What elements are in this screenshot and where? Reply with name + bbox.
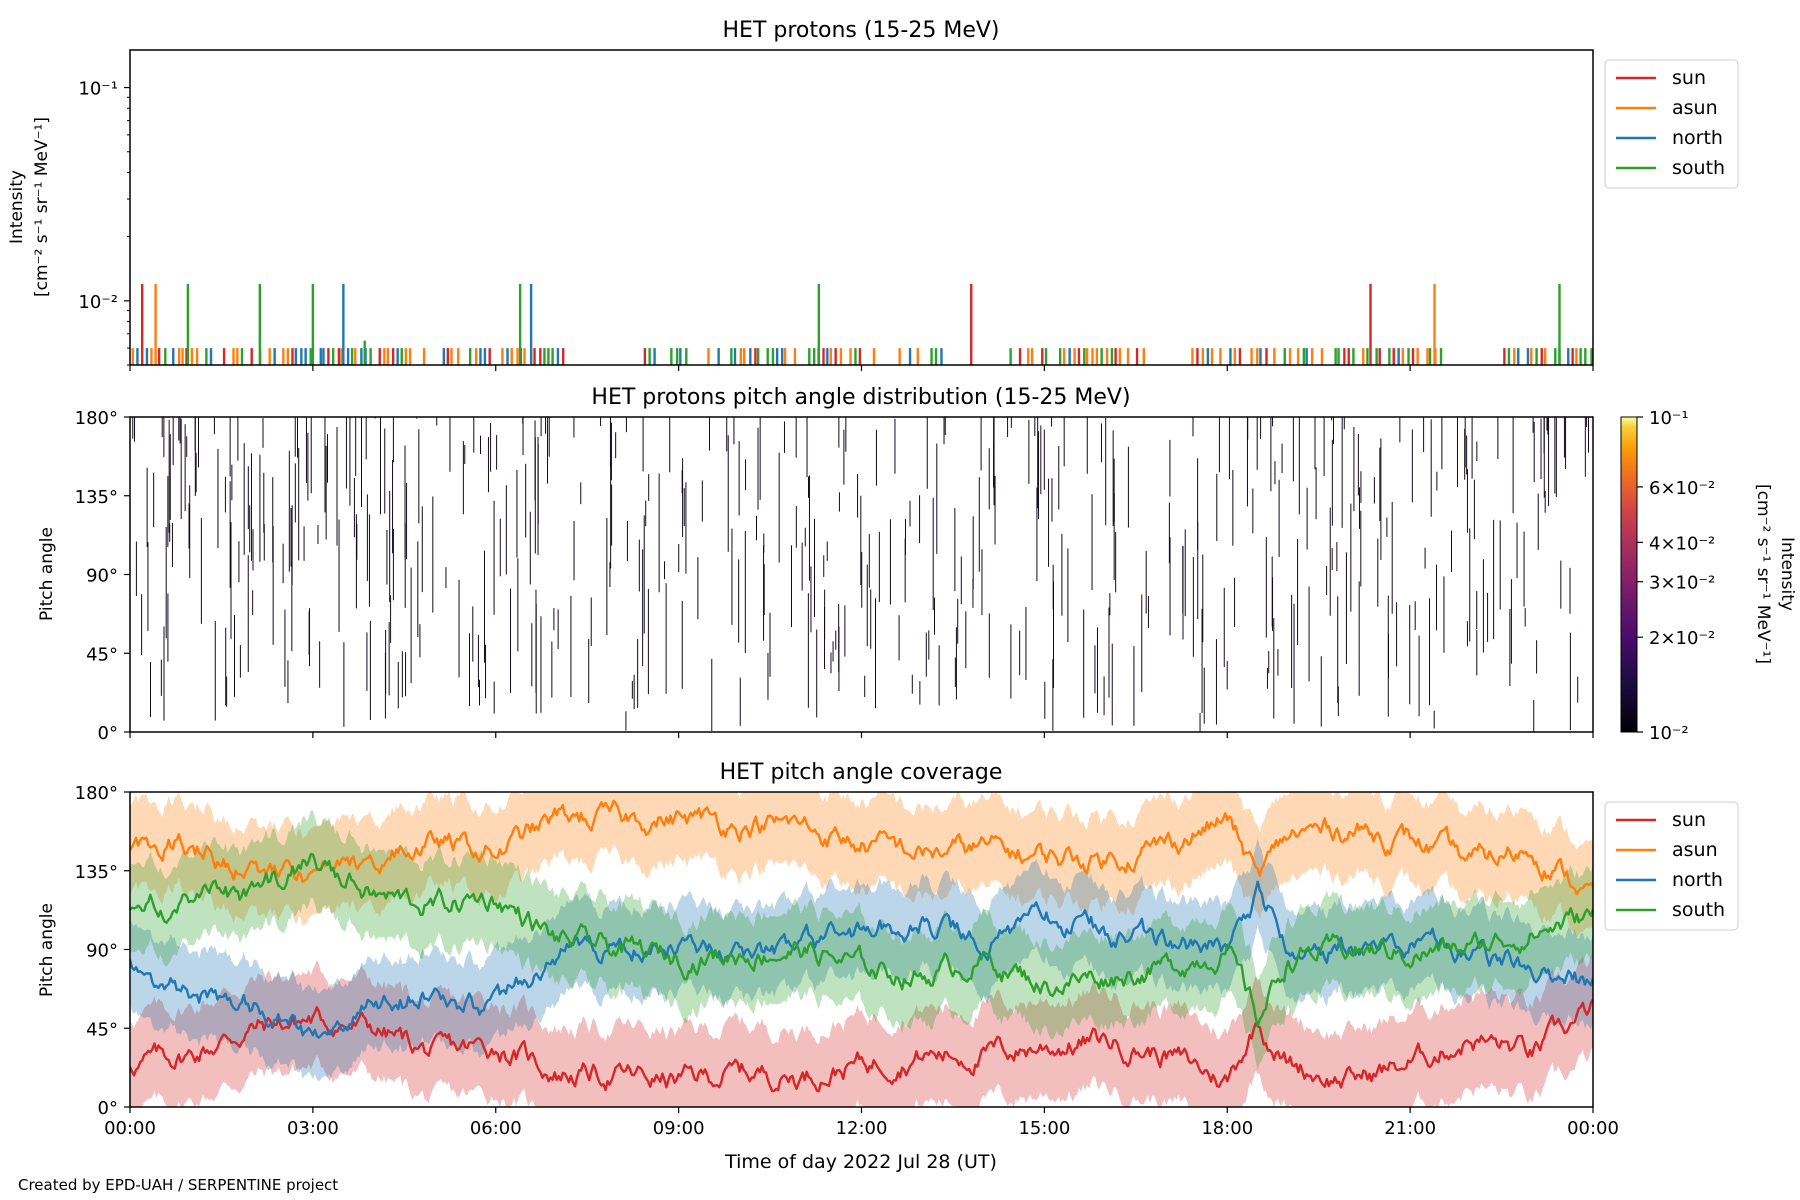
x-tick-label: 00:00: [1567, 1118, 1619, 1139]
panel1-frame: [129, 49, 1594, 366]
panel-pitch-angle-coverage: HET pitch angle coverage Pitch angle 0° 4…: [37, 760, 1739, 1173]
legend-label-north: north: [1672, 127, 1723, 149]
panel2-marks: [132, 417, 1590, 732]
colorbar-tick-label: 4×10⁻²: [1649, 533, 1715, 554]
colorbar-ticks: 10⁻¹ 6×10⁻² 4×10⁻² 3×10⁻² 2×10⁻² 10⁻²: [1637, 408, 1715, 744]
x-tick-label: 06:00: [470, 1118, 522, 1139]
y-tick-label: 45°: [86, 644, 118, 665]
panel3-y-axis: 0° 45° 90° 135° 180°: [75, 783, 130, 1119]
x-tick-label: 21:00: [1384, 1118, 1436, 1139]
band-asun: [130, 792, 1593, 938]
legend-label-sun: sun: [1672, 809, 1706, 831]
panel3-bands: [130, 792, 1593, 1107]
line-asun: [130, 799, 1593, 896]
legend-box: [1604, 59, 1739, 189]
y-tick-label: 135°: [75, 487, 118, 508]
x-tick-label: 09:00: [653, 1118, 705, 1139]
colorbar-tick-label: 3×10⁻²: [1649, 573, 1715, 594]
panel2-ylabel: Pitch angle: [37, 527, 57, 621]
panel-intensity: HET protons (15-25 MeV) Intensity [cm⁻² …: [7, 18, 1739, 371]
panel-pitch-angle-distribution: HET protons pitch angle distribution (15…: [37, 385, 1797, 744]
line-sun: [130, 998, 1593, 1093]
panel1-x-ticks: [129, 365, 1594, 371]
x-tick-label: 18:00: [1201, 1118, 1253, 1139]
legend-box: [1604, 801, 1739, 931]
legend-label-north: north: [1672, 869, 1723, 891]
panel3-lines: [130, 799, 1593, 1093]
colorbar-label: Intensity [cm⁻² s⁻¹ sr⁻¹ MeV⁻¹]: [1753, 484, 1797, 664]
panel2-title: HET protons pitch angle distribution (15…: [591, 385, 1130, 410]
colorbar: 10⁻¹ 6×10⁻² 4×10⁻² 3×10⁻² 2×10⁻² 10⁻² Intensi…: [1620, 408, 1797, 744]
legend-label-asun: asun: [1672, 839, 1718, 861]
panel3-ylabel: Pitch angle: [37, 903, 57, 997]
panel3-legend: sun asun north south: [1604, 801, 1739, 931]
colorbar-tick-label: 10⁻²: [1649, 723, 1689, 744]
band-south: [130, 810, 1593, 1071]
x-tick-label: 15:00: [1018, 1118, 1070, 1139]
colorbar-label-line2: [cm⁻² s⁻¹ sr⁻¹ MeV⁻¹]: [1753, 484, 1773, 664]
footer-credit: Created by EPD-UAH / SERPENTINE project: [18, 1176, 339, 1194]
colorbar-tick-label: 2×10⁻²: [1649, 628, 1715, 649]
y-tick-label: 90°: [86, 566, 118, 587]
panel1-ylabel: Intensity [cm⁻² s⁻¹ sr⁻¹ MeV⁻¹]: [7, 117, 52, 297]
legend-label-asun: asun: [1672, 97, 1718, 119]
band-north: [130, 837, 1593, 1082]
y-tick-label: 0°: [98, 723, 118, 744]
y-tick-label: 0°: [98, 1098, 118, 1119]
x-axis-label: Time of day 2022 Jul 28 (UT): [724, 1151, 997, 1173]
y-tick-label: 10⁻¹: [78, 79, 118, 100]
x-tick-label: 03:00: [287, 1118, 339, 1139]
legend-label-sun: sun: [1672, 67, 1706, 89]
panel2-y-axis: 0° 45° 90° 135° 180°: [75, 408, 130, 744]
panel1-legend: sun asun north south: [1604, 59, 1739, 189]
panel1-title: HET protons (15-25 MeV): [723, 18, 1000, 43]
y-tick-label: 10⁻²: [78, 292, 118, 313]
colorbar-tick-label: 6×10⁻²: [1649, 478, 1715, 499]
panel1-y-axis: 10⁻¹ 10⁻²: [78, 79, 130, 366]
y-tick-label: 180°: [75, 408, 118, 429]
panel1-ylabel-line1: Intensity: [7, 170, 27, 244]
x-tick-label: 12:00: [836, 1118, 888, 1139]
legend-label-south: south: [1672, 157, 1725, 179]
line-south: [130, 853, 1593, 1028]
colorbar-label-line1: Intensity: [1777, 537, 1797, 611]
colorbar-gradient: [1620, 416, 1638, 733]
panel1-ylabel-line2: [cm⁻² s⁻¹ sr⁻¹ MeV⁻¹]: [32, 117, 52, 297]
colorbar-tick-label: 10⁻¹: [1649, 408, 1689, 429]
y-tick-label: 180°: [75, 783, 118, 804]
panel3-x-ticks: 00:00 03:00 06:00 09:00 12:00 15:00 18:00 21:00…: [104, 1107, 1619, 1139]
legend-entries: sun asun north south: [1616, 809, 1725, 921]
y-tick-label: 135°: [75, 862, 118, 883]
x-tick-label: 00:00: [104, 1118, 156, 1139]
panel3-title: HET pitch angle coverage: [720, 760, 1003, 785]
band-sun: [130, 952, 1593, 1107]
line-north: [130, 880, 1593, 1039]
y-tick-label: 45°: [86, 1019, 118, 1040]
y-tick-label: 90°: [86, 941, 118, 962]
panel2-x-ticks: [129, 732, 1594, 738]
legend-entries: sun asun north south: [1616, 67, 1725, 179]
panel1-marks: [131, 283, 1593, 365]
legend-label-south: south: [1672, 899, 1725, 921]
